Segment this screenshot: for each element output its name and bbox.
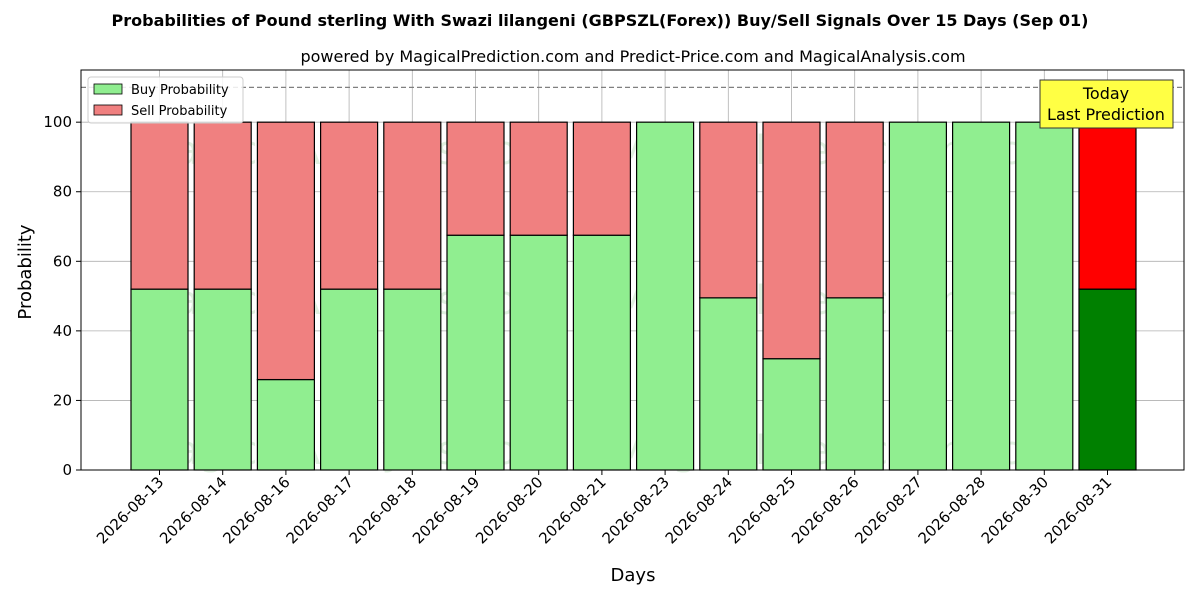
bar-buy xyxy=(446,234,505,471)
bar-buy xyxy=(825,297,884,471)
bar-sell xyxy=(193,121,252,290)
bar-sell xyxy=(130,121,189,290)
bar-buy xyxy=(509,234,568,471)
bar-sell xyxy=(509,121,568,236)
x-tick-label: 2026-08-18 xyxy=(346,473,420,547)
legend-swatch xyxy=(93,83,123,95)
bar-buy xyxy=(635,121,695,471)
bar-buy xyxy=(383,288,442,471)
bar-buy xyxy=(1015,121,1074,471)
y-tick-label: 0 xyxy=(62,461,72,479)
bar-sell xyxy=(572,121,632,236)
bar-sell xyxy=(383,121,442,290)
chart-subtitle: powered by MagicalPrediction.com and Pre… xyxy=(300,47,965,66)
today-label: Today xyxy=(1082,84,1129,103)
y-tick-label: 40 xyxy=(53,322,72,340)
chart-title: Probabilities of Pound sterling With Swa… xyxy=(112,11,1089,30)
bar-sell xyxy=(1078,121,1137,290)
x-tick-label: 2026-08-27 xyxy=(851,473,925,547)
bar-sell xyxy=(699,121,758,299)
x-tick-label: 2026-08-19 xyxy=(409,473,483,547)
x-tick-label: 2026-08-21 xyxy=(535,473,609,547)
x-tick-label: 2026-08-23 xyxy=(599,473,673,547)
plot-frame xyxy=(80,69,1185,471)
x-tick-label: 2026-08-24 xyxy=(662,473,736,547)
y-axis-label: Probability xyxy=(15,224,36,319)
today-annotation: Today Last Prediction xyxy=(1039,79,1174,129)
bar-buy xyxy=(130,288,189,471)
x-tick-label: 2026-08-16 xyxy=(219,473,293,547)
bar-buy xyxy=(572,234,632,471)
x-tick-label: 2026-08-31 xyxy=(1041,473,1115,547)
x-axis-label: Days xyxy=(611,565,656,586)
bar-buy xyxy=(762,358,821,471)
x-ticks: 2026-08-132026-08-142026-08-162026-08-17… xyxy=(93,470,1115,547)
x-tick-label: 2026-08-14 xyxy=(156,473,230,547)
today-box xyxy=(1039,79,1174,129)
bar-sell xyxy=(762,121,821,360)
x-tick-label: 2026-08-17 xyxy=(283,473,357,547)
bar-buy xyxy=(888,121,948,471)
x-tick-label: 2026-08-28 xyxy=(915,473,989,547)
x-tick-label: 2026-08-30 xyxy=(978,473,1052,547)
legend-box xyxy=(87,76,244,124)
bar-buy xyxy=(1078,288,1137,471)
bar-sell xyxy=(825,121,884,299)
x-tick-label: 2026-08-25 xyxy=(725,473,799,547)
legend: Buy Probability Sell Probability xyxy=(87,76,244,124)
bar-sell xyxy=(320,121,379,290)
bars xyxy=(130,121,1137,471)
bar-sell xyxy=(446,121,505,236)
y-tick-label: 100 xyxy=(43,113,72,131)
bar-buy xyxy=(320,288,379,471)
bar-buy xyxy=(699,297,758,471)
y-tick-label: 60 xyxy=(53,252,72,270)
legend-label: Buy Probability xyxy=(131,83,229,98)
x-tick-label: 2026-08-20 xyxy=(472,473,546,547)
y-tick-label: 80 xyxy=(53,183,72,201)
legend-swatch xyxy=(93,104,123,116)
y-tick-label: 20 xyxy=(53,391,72,409)
bar-buy xyxy=(193,288,252,471)
x-tick-label: 2026-08-26 xyxy=(788,473,862,547)
x-tick-label: 2026-08-13 xyxy=(93,473,167,547)
bar-sell xyxy=(256,121,315,381)
legend-label: Sell Probability xyxy=(131,104,228,119)
bar-buy xyxy=(951,121,1011,471)
bar-buy xyxy=(256,378,315,471)
today-label: Last Prediction xyxy=(1047,105,1165,124)
y-ticks: 0 20 40 60 80 100 xyxy=(43,113,81,479)
